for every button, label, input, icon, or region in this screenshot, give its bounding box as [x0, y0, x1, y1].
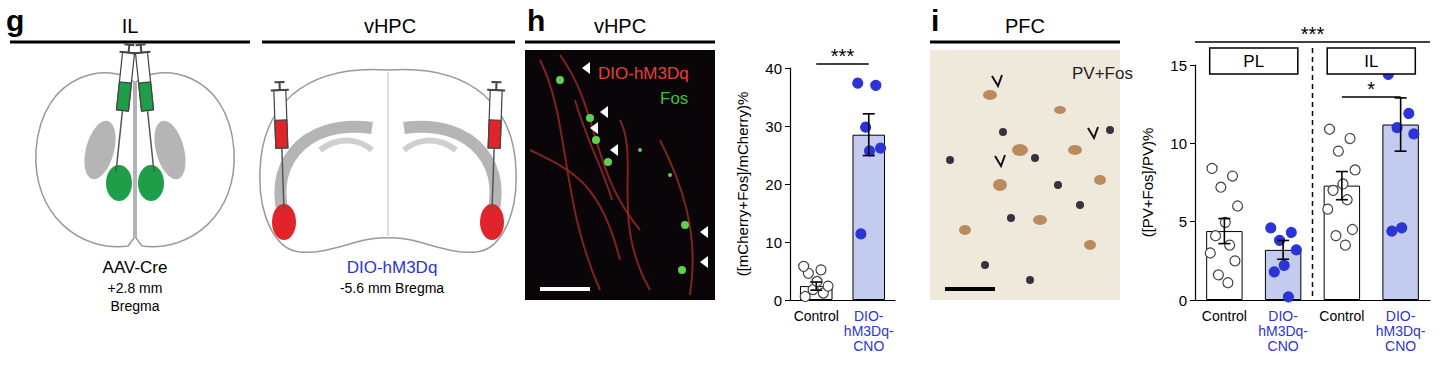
svg-text:DIO-hM3Dq: DIO-hM3Dq — [347, 258, 438, 277]
svg-text:-5.6 mm Bregma: -5.6 mm Bregma — [340, 280, 444, 296]
svg-text:hM3Dq-: hM3Dq- — [844, 323, 894, 339]
svg-text:*: * — [1367, 78, 1375, 100]
svg-text:20: 20 — [765, 176, 782, 193]
svg-text:CNO: CNO — [1268, 338, 1299, 354]
svg-text:AAV-Cre: AAV-Cre — [103, 258, 168, 277]
svg-text:DIO-: DIO- — [1386, 308, 1416, 324]
svg-text:40: 40 — [765, 60, 782, 77]
svg-text:5: 5 — [1179, 213, 1187, 230]
svg-text:DIO-: DIO- — [854, 308, 884, 324]
svg-text:CNO: CNO — [1385, 338, 1416, 354]
svg-text:Fos: Fos — [660, 89, 688, 108]
svg-text:Control: Control — [1202, 308, 1247, 324]
svg-text:([mCherry+Fos]/mCherry)%: ([mCherry+Fos]/mCherry)% — [734, 92, 751, 277]
svg-text:10: 10 — [765, 234, 782, 251]
svg-text:DIO-hM3Dq: DIO-hM3Dq — [598, 64, 689, 83]
svg-text:0: 0 — [774, 292, 782, 309]
svg-text:15: 15 — [1170, 57, 1187, 74]
svg-text:DIO-: DIO- — [1268, 308, 1298, 324]
svg-text:PFC: PFC — [1005, 15, 1045, 37]
svg-text:+2.8 mm: +2.8 mm — [108, 280, 163, 296]
svg-text:IL: IL — [1364, 52, 1378, 71]
svg-text:Control: Control — [1319, 308, 1364, 324]
svg-text:vHPC: vHPC — [364, 15, 416, 37]
svg-text:i: i — [931, 4, 939, 37]
svg-text:Control: Control — [794, 308, 839, 324]
svg-text:10: 10 — [1170, 135, 1187, 152]
svg-text:h: h — [527, 4, 545, 37]
svg-text:PL: PL — [1243, 52, 1264, 71]
svg-text:Bregma: Bregma — [110, 298, 159, 314]
svg-text:([PV+Fos]/PV)%: ([PV+Fos]/PV)% — [1139, 128, 1156, 238]
svg-text:30: 30 — [765, 118, 782, 135]
svg-text:g: g — [6, 4, 24, 37]
svg-text:PV+Fos: PV+Fos — [1072, 64, 1133, 83]
svg-text:vHPC: vHPC — [594, 15, 646, 37]
svg-text:hM3Dq-: hM3Dq- — [1376, 323, 1426, 339]
svg-text:IL: IL — [122, 15, 139, 37]
svg-text:hM3Dq-: hM3Dq- — [1258, 323, 1308, 339]
svg-text:CNO: CNO — [853, 338, 884, 354]
svg-text:***: *** — [1301, 23, 1325, 45]
svg-text:0: 0 — [1179, 292, 1187, 309]
svg-text:***: *** — [831, 45, 855, 67]
